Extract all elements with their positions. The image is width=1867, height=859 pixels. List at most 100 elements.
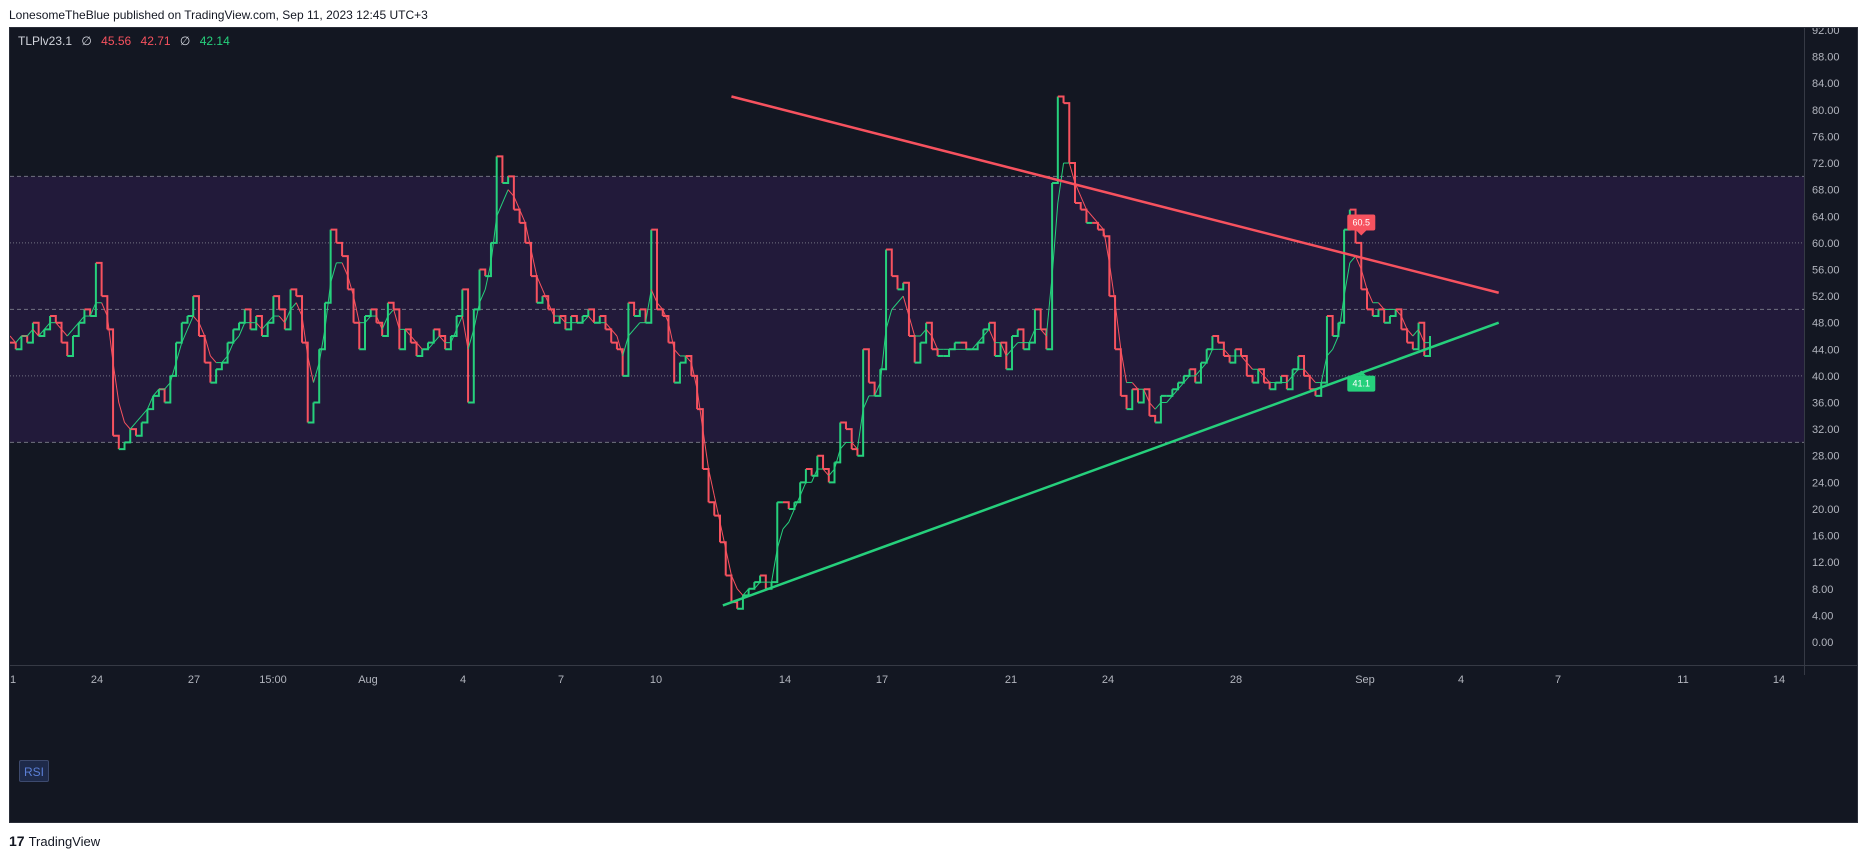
footer-brand: TradingView (28, 833, 101, 849)
rsi-step-segment (1034, 308, 1042, 330)
rsi-ma-segment (381, 315, 389, 330)
rsi-ma-segment (364, 315, 372, 324)
indicator-legend[interactable]: TLPlv23.1 ∅ 45.56 42.71 ∅ 42.14 (18, 34, 236, 48)
rsi-ma-segment (788, 508, 795, 523)
rsi-ma-segment (1360, 269, 1368, 290)
rsi-ma-segment (1200, 362, 1208, 370)
rsi-step-segment (548, 308, 555, 323)
rsi-ma-segment (427, 342, 435, 350)
rsi-step-segment (15, 336, 23, 351)
rsi-step-segment (536, 296, 544, 304)
y-tick-label: 24.00 (1812, 477, 1840, 489)
rsi-step-segment (1012, 329, 1019, 337)
rsi-ma-segment (822, 468, 830, 477)
x-tick-label: 28 (1230, 674, 1242, 686)
rsi-ma-segment (1366, 289, 1374, 303)
rsi-ma-segment (1108, 262, 1116, 303)
rsi-step-segment (496, 155, 504, 183)
rsi-step-segment (565, 316, 573, 331)
rsi-step-segment (44, 316, 52, 331)
rsi-ma-segment (227, 342, 234, 357)
rsi-step-segment (1367, 308, 1374, 317)
rsi-ma-segment (1005, 348, 1013, 357)
rsi-step-segment (221, 342, 229, 364)
rsi-step-segment (782, 501, 790, 509)
y-tick-label: 20.00 (1812, 504, 1840, 516)
x-tick-label: 15:00 (259, 674, 287, 686)
rsi-ma-segment (742, 588, 750, 596)
signal-marker (1347, 214, 1376, 231)
rsi-ma-segment (1091, 215, 1099, 224)
rsi-step-segment (405, 328, 412, 343)
rsi-ma-segment (507, 189, 515, 197)
rsi-step-segment (147, 395, 155, 411)
x-tick-label: 27 (188, 674, 200, 686)
rsi-ma-segment (1114, 302, 1122, 350)
rsi-ma-segment (1418, 329, 1425, 343)
rsi-ma-segment (559, 315, 566, 324)
rsi-step-segment (639, 308, 647, 323)
rsi-step-segment (1269, 382, 1277, 391)
rsi-ma-segment (15, 335, 22, 343)
rsi-ma-segment (112, 362, 120, 403)
rsi-ma-segment (782, 521, 790, 530)
rsi-ma-segment (1309, 375, 1316, 383)
rsi-chart[interactable]: 92.00 88.00 84.00 80.00 76.00 72.00 68.00 64.00… (10, 28, 1857, 822)
rsi-step-segment (1241, 354, 1248, 376)
rsi-ma-segment (1343, 262, 1351, 297)
rsi-ma-segment (530, 249, 538, 277)
rsi-ma-segment (450, 329, 458, 343)
rsi-step-segment (599, 315, 607, 330)
x-tick-label: 17 (876, 674, 888, 686)
rsi-step-segment (1029, 309, 1036, 344)
rsi-ma-segment (690, 362, 698, 390)
rsi-ma-segment (78, 315, 85, 324)
rsi-step-segment (977, 329, 985, 344)
rsi-step-segment (439, 335, 447, 350)
rsi-step-segment (760, 574, 767, 589)
rsi-ma-segment (1183, 375, 1190, 383)
y-tick-label: 92.00 (1812, 28, 1840, 37)
rsi-button[interactable]: RSI (19, 760, 49, 782)
rsi-ma-segment (1171, 388, 1179, 397)
rsi-ma-segment (106, 315, 114, 363)
rsi-step-segment (1126, 389, 1134, 411)
y-tick-label: 28.00 (1812, 451, 1840, 463)
rsi-ma-segment (473, 302, 481, 330)
rsi-ma-segment (1286, 375, 1293, 383)
rsi-ma-segment (839, 442, 847, 450)
rsi-step-segment (302, 341, 309, 423)
rsi-step-segment (1155, 395, 1162, 424)
y-tick-label: 12.00 (1812, 557, 1840, 569)
rsi-step-segment (187, 296, 195, 318)
marker-label: 60.5 (1353, 218, 1371, 228)
rsi-step-segment (72, 322, 80, 337)
rsi-step-segment (468, 309, 475, 404)
rsi-ma-segment (605, 322, 612, 330)
rsi-step-segment (823, 468, 830, 483)
rsi-step-segment (1218, 341, 1225, 356)
rsi-step-segment (55, 321, 63, 343)
rsi-ma-segment (461, 315, 469, 350)
rsi-ma-segment (416, 342, 423, 350)
rsi-step-segment (130, 428, 137, 436)
y-tick-label: 80.00 (1812, 105, 1840, 117)
rsi-step-segment (857, 349, 865, 457)
x-tick-label: 21 (10, 674, 16, 686)
rsi-step-segment (674, 362, 681, 384)
rsi-ma-segment (301, 315, 309, 357)
rsi-step-segment (662, 315, 670, 343)
rsi-ma-segment (255, 322, 263, 330)
marker-pointer (1356, 370, 1367, 376)
rsi-ma-segment (410, 335, 417, 343)
y-tick-label: 8.00 (1812, 584, 1833, 596)
rsi-step-segment (891, 275, 899, 290)
rsi-step-segment (1246, 374, 1254, 383)
legend-value-2: 42.71 (140, 34, 171, 48)
rsi-ma-segment (290, 302, 297, 310)
rsi-step-segment (1235, 348, 1243, 356)
rsi-step-segment (886, 248, 893, 277)
rsi-ma-segment (198, 322, 206, 337)
rsi-ma-segment (851, 442, 858, 450)
rsi-ma-segment (1154, 402, 1162, 410)
